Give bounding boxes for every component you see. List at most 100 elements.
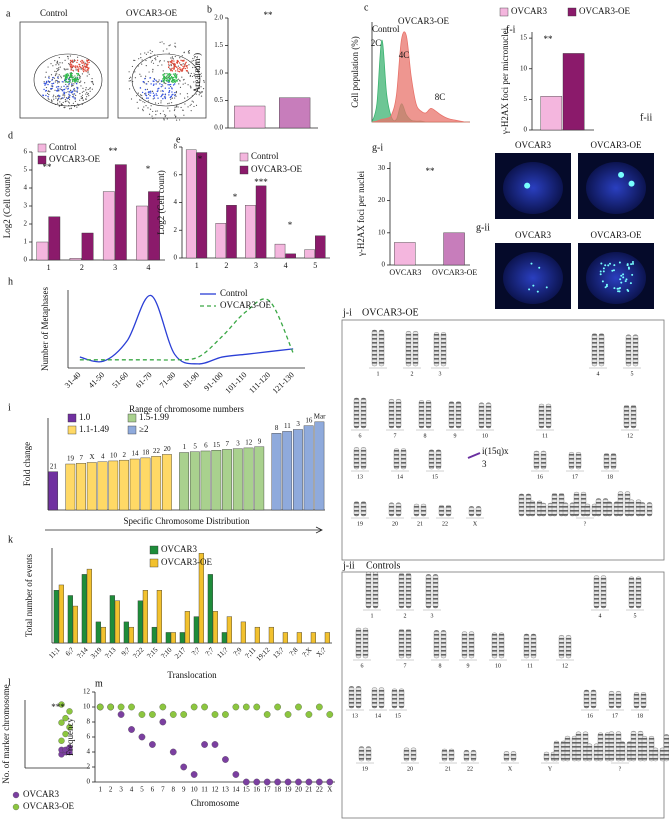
flow-event <box>200 92 202 94</box>
bar <box>156 590 162 644</box>
chromosome <box>395 399 402 429</box>
flow-event <box>178 71 181 73</box>
flow-event <box>174 108 176 110</box>
x-tick-label: 13;? <box>271 646 285 660</box>
point <box>62 714 69 722</box>
y-axis-label: γ-H2AX foci per micronuclei <box>500 27 510 135</box>
flow-event <box>91 88 93 90</box>
x-tick-label: 13 <box>222 786 230 794</box>
chromosome-number: Y <box>548 766 553 772</box>
flow-event <box>69 73 72 75</box>
flow-event <box>167 84 169 86</box>
x-tick-label: 11 <box>201 786 208 794</box>
flow-event <box>71 76 73 79</box>
chromosome <box>600 575 607 609</box>
flow-event <box>196 63 198 65</box>
flow-event <box>175 95 177 97</box>
flow-event <box>165 114 167 116</box>
y-tick-label: 1.0 <box>214 69 223 77</box>
bar <box>142 590 148 644</box>
flow-event <box>162 50 164 52</box>
chromosome-number: 10 <box>495 663 501 669</box>
flow-event <box>154 57 156 60</box>
bar <box>285 253 296 259</box>
flow-event <box>163 114 166 116</box>
focus <box>618 171 625 178</box>
flow-gate <box>131 53 201 107</box>
chromosome-number: 20 <box>407 766 413 772</box>
flow-event <box>68 91 71 93</box>
flow-event <box>76 59 79 62</box>
panel-label: g-ii <box>476 222 490 233</box>
flow-event <box>167 61 170 63</box>
chromosome <box>598 333 605 367</box>
flow-event <box>190 103 192 105</box>
chromosome-number: 18 <box>637 713 643 719</box>
flow-event <box>182 79 185 81</box>
bar <box>165 632 171 644</box>
point <box>274 703 281 711</box>
flow-event <box>42 94 44 96</box>
chromosome <box>652 747 659 762</box>
flow-event <box>189 74 192 77</box>
bar <box>193 616 199 644</box>
flow-event <box>46 92 49 95</box>
flow-event <box>149 108 152 110</box>
axis-arrow <box>45 526 323 534</box>
x-tick-label: X <box>327 786 332 794</box>
plot-title: Control <box>40 8 68 18</box>
flow-event <box>54 70 56 72</box>
chromosome-number: 21 <box>445 766 451 772</box>
flow-event <box>92 83 95 86</box>
flow-event <box>139 87 142 89</box>
flow-event <box>151 51 153 53</box>
chromosome <box>378 329 385 367</box>
x-tick-label: 18 <box>274 786 282 794</box>
flow-event <box>175 75 178 77</box>
flow-event <box>58 81 60 84</box>
point <box>263 711 271 718</box>
x-tick-label: 31-40 <box>63 370 83 390</box>
bar <box>232 448 243 511</box>
flow-event <box>83 65 86 67</box>
flow-event <box>76 76 78 78</box>
chromosome-number: 9 <box>454 433 457 439</box>
flow-event <box>74 100 77 102</box>
flow-event <box>182 65 184 68</box>
chromosome <box>448 401 455 429</box>
flow-event <box>178 62 181 64</box>
legend-swatch <box>239 165 249 175</box>
flow-event <box>201 91 204 93</box>
flow-event <box>77 70 80 72</box>
flow-event <box>184 67 187 70</box>
flow-event <box>164 93 167 95</box>
flow-event <box>64 79 67 81</box>
flow-event <box>195 93 197 95</box>
bar <box>140 457 151 511</box>
flow-event <box>128 71 130 73</box>
x-tick-label: 2;17 <box>173 646 188 661</box>
flow-event <box>70 63 73 66</box>
chromosome <box>353 501 360 517</box>
x-tick-label: 16 <box>253 786 261 794</box>
flow-event <box>169 83 172 86</box>
flow-event <box>195 59 197 61</box>
flow-event <box>86 91 88 94</box>
x-tick-label: ?;15 <box>145 646 160 661</box>
flow-event <box>187 71 189 73</box>
flow-event <box>148 113 151 115</box>
panel-label: e <box>176 134 181 145</box>
flow-event <box>74 89 76 91</box>
bar <box>76 463 86 511</box>
flow-event <box>183 60 185 62</box>
chromosome <box>565 635 572 659</box>
bar <box>136 205 148 261</box>
chromosome <box>628 499 635 517</box>
flow-event <box>64 81 66 83</box>
flow-event <box>144 52 146 54</box>
flow-event <box>134 77 137 79</box>
flow-event <box>187 96 189 98</box>
chromosome <box>595 498 602 517</box>
flow-event <box>89 88 91 90</box>
point <box>58 719 65 726</box>
